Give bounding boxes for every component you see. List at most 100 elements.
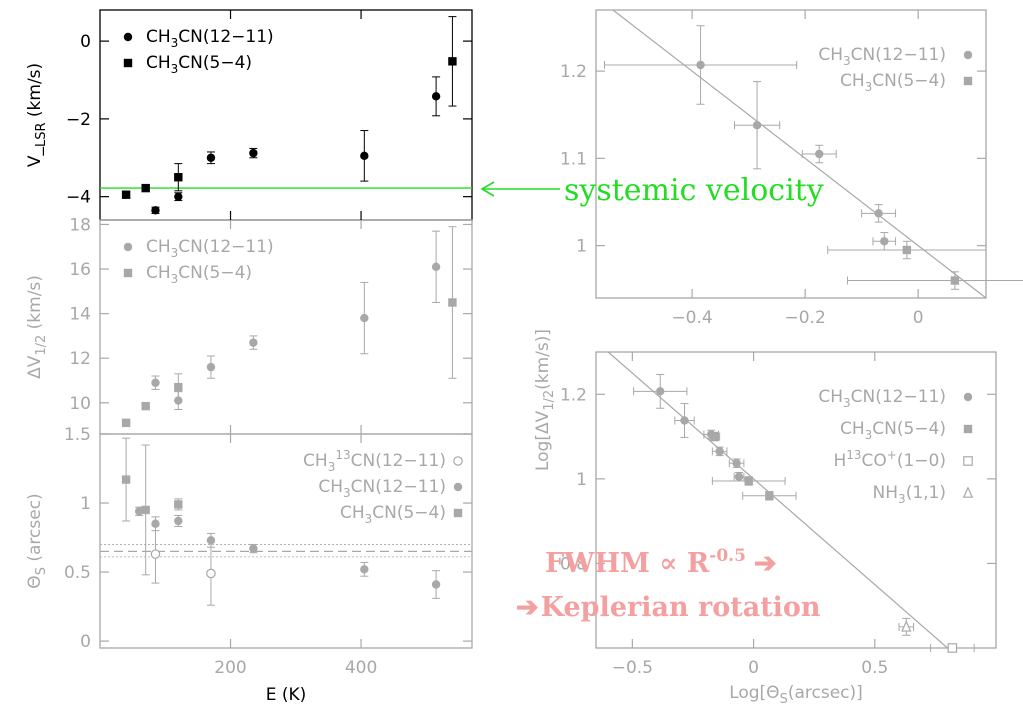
y-tick-label: 14 [69, 305, 91, 325]
kepler-label: Keplerian rotation [541, 592, 821, 623]
legend-label: CH3CN(5−4) [146, 53, 252, 76]
data-point [206, 153, 216, 162]
data-point [206, 568, 216, 579]
linewidth-axis-title: ΔV1/2 (km/s) [25, 275, 49, 379]
data-point [151, 206, 160, 215]
data-point [815, 149, 824, 159]
y-tick-label: 1 [576, 470, 587, 490]
kepler-arrow: ➔ [516, 592, 539, 623]
y-tick-label: 1.2 [560, 62, 587, 82]
legend-label: CH3CN(12−11) [318, 477, 446, 500]
data-point [448, 57, 457, 66]
data-point [715, 447, 724, 456]
data-point [360, 565, 369, 574]
y-tick-label: −2 [66, 110, 91, 130]
data-point [360, 313, 369, 323]
data-point [431, 580, 441, 589]
data-point [134, 507, 144, 516]
data-point [947, 643, 958, 653]
legend-marker [453, 508, 463, 518]
data-point [732, 459, 741, 468]
data-point [206, 362, 216, 372]
data-point [174, 500, 183, 509]
y-tick-label: 10 [69, 394, 91, 414]
legend-marker [453, 456, 463, 466]
data-marks [100, 9, 1023, 653]
legend-label: H13CO+(1−0) [833, 448, 946, 471]
data-point [696, 60, 705, 70]
legend-label: NH3(1,1) [873, 483, 946, 506]
legend-label: CH3CN(12−11) [818, 387, 946, 410]
x-tick-label: 0 [748, 658, 759, 678]
data-point [431, 92, 441, 101]
loglog-full-panel-frame [595, 351, 997, 649]
legend-marker [123, 58, 133, 68]
velocity-axis-title: V_LSR (km/s) [25, 63, 49, 167]
y-tick-label: 18 [69, 215, 91, 235]
data-point [174, 173, 183, 182]
data-point [141, 183, 150, 193]
x-tick-label: 0.5 [861, 658, 888, 678]
y-tick-label: 1 [80, 494, 91, 514]
data-point [206, 536, 216, 545]
data-point [151, 378, 160, 387]
data-point [734, 472, 744, 481]
data-point [950, 276, 960, 285]
data-point [710, 432, 719, 441]
x-tick-label: 200 [214, 658, 246, 678]
y-tick-label: 1.2 [560, 385, 587, 405]
data-point [680, 416, 689, 425]
size-panel-frame [99, 433, 473, 649]
log-linewidth-axis-title: Log[ΔV1/2(km/s)] [533, 329, 557, 471]
y-tick-label: 0.5 [64, 563, 91, 583]
data-point [249, 148, 258, 158]
data-point [150, 549, 161, 559]
legend-marker [962, 486, 974, 498]
legend-marker [963, 76, 973, 86]
size-axis-title: ΘS (arcsec) [25, 493, 49, 588]
y-tick-label: −4 [66, 188, 91, 208]
legend-label: CH3CN(5−4) [840, 419, 946, 442]
legend-marker [963, 50, 973, 60]
y-tick-label: 1 [576, 237, 587, 257]
data-point [902, 245, 912, 255]
data-point [174, 192, 183, 201]
y-tick-label: 0.8 [560, 554, 587, 574]
y-tick-label: 1.1 [560, 149, 587, 169]
keplerian-rotation-text: ➔Keplerian rotation [516, 592, 821, 623]
fwhm-arrow: ➔ [754, 548, 777, 579]
data-point [174, 382, 183, 392]
fwhm-prefix: FWHM ∝ R [545, 548, 710, 579]
legend-marker [963, 392, 973, 402]
loglog-zoom-panel-frame [595, 9, 987, 299]
x-tick-label: 400 [345, 658, 377, 678]
systemic-velocity-arrow [480, 181, 560, 197]
data-point [448, 298, 457, 307]
data-point [141, 505, 150, 515]
y-tick-label: 0 [80, 632, 91, 652]
y-tick-label: 12 [69, 349, 91, 369]
axis-ticks [100, 10, 996, 648]
data-point [141, 401, 150, 411]
data-point [249, 338, 258, 347]
data-point [880, 237, 889, 246]
legend-label: CH3CN(12−11) [146, 237, 274, 260]
data-point [121, 190, 131, 199]
power-law-fit-line [607, 351, 948, 649]
data-point [752, 121, 762, 130]
data-point [431, 262, 441, 272]
legend-label: CH3CN(5−4) [340, 503, 446, 526]
data-point [121, 418, 131, 428]
energy-axis-title: E (K) [266, 685, 307, 705]
legend-marker [123, 32, 133, 42]
data-point [249, 544, 258, 553]
y-tick-label: 0 [80, 32, 91, 52]
data-point [174, 516, 183, 526]
log-size-axis-title: Log[ΘS(arcsec)] [729, 683, 863, 707]
systemic-velocity-label: systemic velocity [564, 173, 824, 208]
fwhm-relation-text: FWHM ∝ R-0.5 ➔ [545, 546, 777, 579]
legend-label: CH3CN(5−4) [146, 263, 252, 286]
legend-label: CH3CN(12−11) [146, 27, 274, 50]
legend-marker [963, 456, 973, 466]
